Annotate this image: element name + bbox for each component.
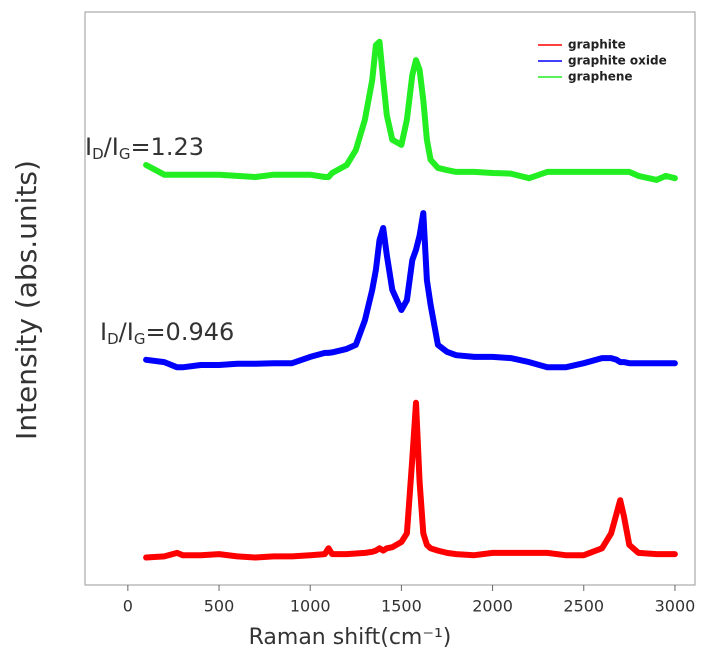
x-tick-label: 2500 bbox=[563, 597, 604, 616]
annotation-text: /I bbox=[119, 318, 134, 346]
annotation-subscript: D bbox=[107, 330, 119, 348]
annotation: ID/IG=1.23 bbox=[85, 133, 204, 163]
annotation-text: =1.23 bbox=[130, 133, 204, 161]
annotation-text: /I bbox=[104, 133, 119, 161]
annotation: ID/IG=0.946 bbox=[100, 318, 234, 348]
series-line bbox=[143, 38, 678, 183]
y-axis-label: Intensity (abs.units) bbox=[10, 160, 43, 440]
x-tick-label: 2000 bbox=[472, 597, 513, 616]
legend-label: graphite bbox=[568, 38, 626, 52]
series-line bbox=[143, 210, 678, 371]
x-tick-label: 1000 bbox=[290, 597, 331, 616]
annotation-subscript: G bbox=[119, 145, 131, 163]
annotation-subscript: D bbox=[92, 145, 104, 163]
x-tick-label: 3000 bbox=[655, 597, 696, 616]
legend-label: graphene bbox=[568, 70, 633, 84]
annotation-text: I bbox=[100, 318, 107, 346]
annotation-text: I bbox=[85, 133, 92, 161]
x-axis-label: Raman shift(cm⁻¹) bbox=[249, 625, 452, 650]
x-tick-label: 0 bbox=[123, 597, 133, 616]
annotation-text: =0.946 bbox=[145, 318, 234, 346]
legend-label: graphite oxide bbox=[568, 54, 667, 68]
x-tick-label: 500 bbox=[204, 597, 235, 616]
series-line bbox=[143, 399, 678, 561]
annotation-subscript: G bbox=[134, 330, 146, 348]
plot-frame bbox=[84, 11, 696, 586]
x-tick-label: 1500 bbox=[381, 597, 422, 616]
